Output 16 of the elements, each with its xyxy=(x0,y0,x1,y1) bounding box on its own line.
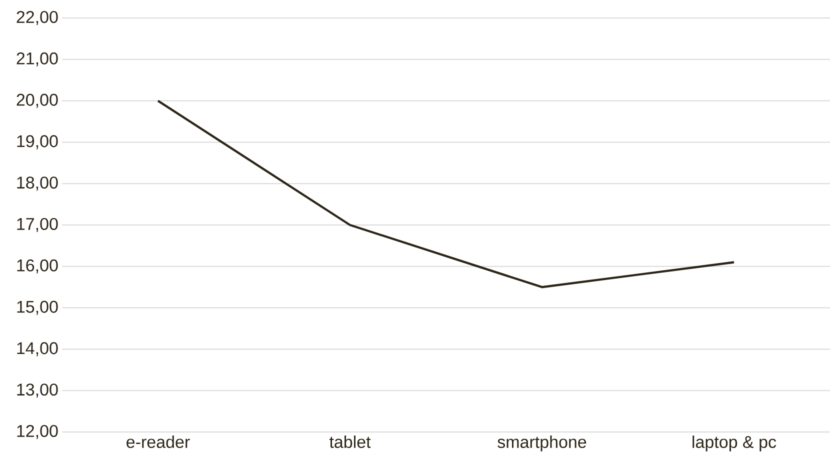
y-tick-label: 22,00 xyxy=(16,10,58,26)
y-tick-label: 21,00 xyxy=(16,52,58,66)
line-series xyxy=(156,100,736,288)
y-tick-label: 20,00 xyxy=(16,94,58,108)
x-tick-label: smartphone xyxy=(498,436,586,452)
y-tick-label: 12,00 xyxy=(17,424,58,440)
y-tick-label: 18,00 xyxy=(17,176,58,191)
y-tick-label: 17,00 xyxy=(17,218,58,232)
x-tick-label: tablet xyxy=(329,436,371,448)
x-tick-label: laptop & pc xyxy=(692,436,776,452)
y-tick-label: 14,00 xyxy=(17,342,58,356)
x-tick-label: e-reader xyxy=(126,436,190,448)
y-tick-label: 15,00 xyxy=(17,300,58,315)
y-tick-label: 19,00 xyxy=(17,135,58,150)
y-tick-label: 13,00 xyxy=(17,384,58,398)
y-tick-label: 16,00 xyxy=(17,259,58,274)
